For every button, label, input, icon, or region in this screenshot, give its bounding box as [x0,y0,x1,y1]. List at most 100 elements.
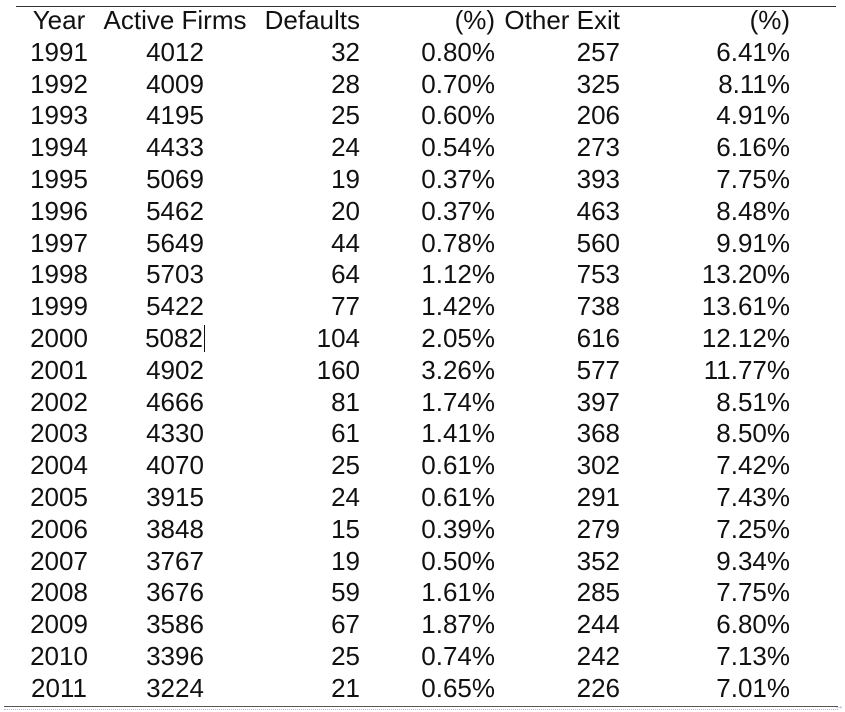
cell-other-pct: 8.51% [620,387,790,419]
cell-defaults-text: 32 [331,36,360,67]
cell-other-exit-text: 242 [576,640,620,671]
cell-defaults: 160 [250,355,360,387]
cell-other-pct-text: 8.48% [716,195,790,226]
cell-year-text: 2002 [30,386,88,417]
cell-other-pct: 9.91% [620,228,790,260]
cell-active-firms-text: 5703 [146,259,204,290]
cell-other-pct: 8.11% [620,69,790,101]
cell-other-exit: 368 [495,418,620,450]
cell-other-exit-text: 206 [576,100,620,131]
cell-active-firms-text: 3767 [146,545,204,576]
cell-defaults-text: 104 [316,322,360,353]
cell-default-pct-text: 1.74% [421,386,495,417]
cell-other-exit: 577 [495,355,620,387]
cell-active-firms: 5462 [100,196,250,228]
cell-default-pct-text: 0.37% [421,163,495,194]
cell-default-pct: 0.61% [360,450,495,482]
cell-year: 2003 [18,418,100,450]
cell-active-firms-text: 3915 [146,481,204,512]
cell-other-pct-text: 9.34% [716,545,790,576]
cell-active-firms: 4433 [100,132,250,164]
cell-year-text: 1998 [30,259,88,290]
cell-other-exit: 273 [495,132,620,164]
cell-defaults: 67 [250,609,360,641]
cell-defaults-text: 81 [331,386,360,417]
cell-other-exit: 560 [495,228,620,260]
cell-defaults: 24 [250,482,360,514]
cell-default-pct: 1.74% [360,387,495,419]
table-row: 2006 3848 15 0.39% 279 7.25% [18,514,790,546]
cell-defaults: 59 [250,577,360,609]
cell-other-exit: 738 [495,291,620,323]
cell-year-text: 1997 [30,227,88,258]
cell-year-text: 1992 [30,68,88,99]
table-row: 2010 3396 25 0.74% 242 7.13% [18,641,790,673]
cell-other-exit-text: 273 [576,132,620,163]
cell-defaults-text: 24 [331,132,360,163]
table-body: 1991 4012 32 0.80% 257 6.41% 1992 4009 28 0.70% 32… [18,37,790,705]
cell-other-pct-text: 7.75% [716,163,790,194]
cell-other-exit-text: 463 [576,195,620,226]
cell-other-pct: 12.12% [620,323,790,355]
cell-other-pct-text: 4.91% [716,100,790,131]
cell-defaults: 61 [250,418,360,450]
cell-defaults: 32 [250,37,360,69]
cell-default-pct: 0.50% [360,546,495,578]
cell-defaults-text: 19 [331,163,360,194]
cell-year-text: 2001 [30,354,88,385]
cell-active-firms: 4070 [100,450,250,482]
cell-default-pct-text: 0.61% [421,450,495,481]
cell-default-pct: 0.70% [360,69,495,101]
cell-other-pct-text: 6.16% [716,132,790,163]
cell-default-pct-text: 0.70% [421,68,495,99]
cell-default-pct-text: 0.65% [421,672,495,703]
cell-year-text: 2011 [31,672,87,703]
cell-active-firms-text: 4012 [146,36,204,67]
cell-other-exit-text: 302 [576,450,620,481]
text-cursor [203,324,205,352]
cell-default-pct: 1.87% [360,609,495,641]
table-top-rule [16,6,836,7]
cell-other-pct: 8.48% [620,196,790,228]
cell-other-exit-text: 285 [576,577,620,608]
cell-default-pct: 0.37% [360,196,495,228]
cell-year-text: 2004 [30,450,88,481]
table-header: Year Active Firms Defaults (%) Other Exi… [18,5,790,37]
cell-other-pct-text: 13.20% [701,259,790,290]
cell-active-firms-text: 4070 [146,450,204,481]
cell-default-pct-text: 1.12% [421,259,495,290]
table-row: 1997 5649 44 0.78% 560 9.91% [18,228,790,260]
cell-year: 2011 [18,673,100,705]
cell-defaults: 81 [250,387,360,419]
table-row: 2007 3767 19 0.50% 352 9.34% [18,546,790,578]
cell-other-pct: 8.50% [620,418,790,450]
cell-other-exit: 325 [495,69,620,101]
cell-active-firms: 3767 [100,546,250,578]
header-row: Year Active Firms Defaults (%) Other Exi… [18,5,790,37]
cell-other-pct: 6.41% [620,37,790,69]
firm-exits-table: Year Active Firms Defaults (%) Other Exi… [18,5,790,705]
cell-year-text: 2008 [30,577,88,608]
scroll-arrow-icon[interactable]: → [834,701,844,712]
cell-other-exit-text: 397 [576,386,620,417]
cell-defaults-text: 15 [331,513,360,544]
cell-other-pct: 7.75% [620,577,790,609]
cell-defaults: 25 [250,450,360,482]
cell-year-text: 1999 [30,291,88,322]
cell-default-pct: 0.61% [360,482,495,514]
cell-active-firms-text: 3396 [146,640,204,671]
cell-active-firms-text: 4902 [146,354,204,385]
cell-year: 2009 [18,609,100,641]
cell-other-exit-text: 560 [576,227,620,258]
cell-other-pct-text: 6.80% [716,609,790,640]
cell-other-exit: 616 [495,323,620,355]
cell-active-firms-text: 3676 [146,577,204,608]
cell-default-pct-text: 3.26% [421,354,495,385]
cell-active-firms-text: 5649 [146,227,204,258]
table-row: 2000 5082 104 2.05% 616 12.12% [18,323,790,355]
cell-other-pct-text: 7.25% [716,513,790,544]
cell-year-text: 2007 [30,545,88,576]
cell-other-exit: 226 [495,673,620,705]
cell-defaults: 25 [250,100,360,132]
cell-other-exit: 242 [495,641,620,673]
